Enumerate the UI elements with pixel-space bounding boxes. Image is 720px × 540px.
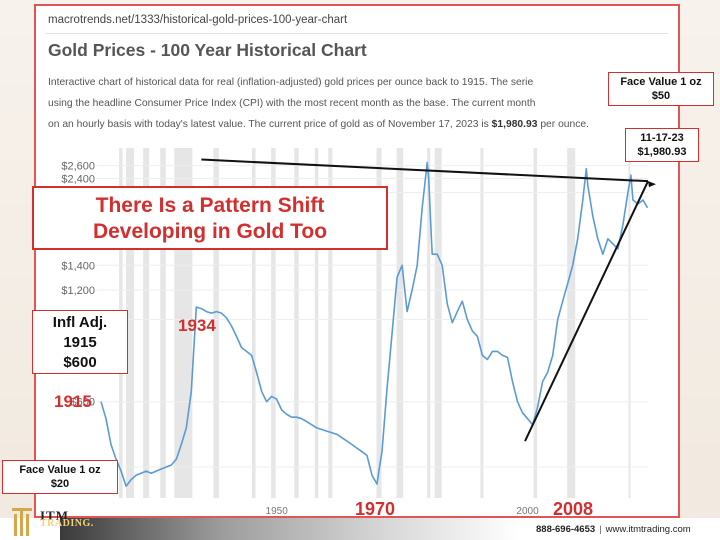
callout-line: $20 bbox=[50, 478, 70, 490]
recession-band bbox=[160, 148, 166, 498]
page-title: Gold Prices - 100 Year Historical Chart bbox=[48, 40, 367, 60]
footer-separator: | bbox=[599, 524, 602, 535]
footer-contact: 888-696-4653 | www.itmtrading.com bbox=[536, 524, 691, 535]
recession-band bbox=[126, 148, 135, 498]
recession-band bbox=[213, 148, 219, 498]
recession-band bbox=[480, 148, 484, 498]
label-1970: 1970 bbox=[355, 499, 396, 519]
price-series bbox=[100, 161, 649, 487]
gold-price-line bbox=[100, 161, 649, 487]
callout-line: $50 bbox=[651, 90, 671, 102]
page-url: macrotrends.net/1333/historical-gold-pri… bbox=[48, 14, 348, 26]
callout-line: Face Value 1 oz bbox=[19, 464, 101, 476]
description-line: Interactive chart of historical data for… bbox=[48, 77, 534, 88]
callout-line: Infl Adj. bbox=[52, 314, 108, 331]
y-tick-label: $1,200 bbox=[61, 285, 95, 297]
recession-band bbox=[294, 148, 299, 498]
description-end: per ounce. bbox=[537, 119, 589, 130]
footer-website[interactable]: www.itmtrading.com bbox=[605, 524, 691, 535]
label-2008: 2008 bbox=[553, 499, 594, 519]
itm-logo-icon bbox=[12, 508, 32, 536]
trendline bbox=[201, 158, 649, 183]
slide-footer bbox=[0, 518, 720, 540]
logo-wordmark-top: ITM bbox=[40, 508, 69, 523]
chart-gridlines bbox=[97, 165, 648, 468]
description-text: on an hourly basis with today's latest v… bbox=[48, 119, 492, 130]
label-1934: 1934 bbox=[178, 316, 216, 335]
recession-band bbox=[533, 148, 538, 498]
recession-band bbox=[314, 148, 319, 498]
headline-line: There Is a Pattern Shift bbox=[95, 194, 325, 217]
face-value-callout-bottom: Face Value 1 oz $20 bbox=[2, 460, 118, 494]
callout-line: 11-17-23 bbox=[640, 132, 684, 144]
headline-line: Developing in Gold Too bbox=[92, 220, 328, 243]
trendline-arrowhead bbox=[648, 181, 656, 188]
y-tick-label: $1,400 bbox=[61, 260, 95, 272]
y-tick-label: $600 bbox=[71, 397, 95, 409]
trendline bbox=[524, 180, 649, 442]
recession-band bbox=[396, 148, 404, 498]
trendlines bbox=[201, 158, 656, 442]
footer-phone: 888-696-4653 bbox=[536, 524, 596, 535]
callout-line: $600 bbox=[63, 354, 97, 371]
x-axis-ticks: 1950 2000 bbox=[266, 506, 540, 517]
y-tick-label: $2,600 bbox=[61, 161, 95, 173]
current-price: $1,980.93 bbox=[491, 119, 538, 130]
recession-band bbox=[252, 148, 256, 498]
headline-callout: There Is a Pattern Shift Developing in G… bbox=[32, 186, 388, 250]
recession-band bbox=[434, 148, 442, 498]
recession-band bbox=[376, 148, 382, 498]
recession-band bbox=[328, 148, 333, 498]
x-tick-label: 1950 bbox=[266, 506, 289, 517]
recession-band bbox=[427, 148, 431, 498]
page-description: Interactive chart of historical data for… bbox=[48, 72, 678, 135]
infl-adj-callout: Infl Adj. 1915 $600 bbox=[32, 310, 128, 374]
y-tick-label: $2,400 bbox=[61, 173, 95, 185]
recession-band bbox=[271, 148, 276, 498]
latest-price-callout: 11-17-23 $1,980.93 bbox=[625, 128, 699, 162]
recession-band bbox=[628, 148, 631, 498]
x-tick-label: 2000 bbox=[516, 506, 539, 517]
url-divider bbox=[46, 33, 668, 34]
callout-line: $1,980.93 bbox=[637, 146, 687, 158]
description-line: on an hourly basis with today's latest v… bbox=[48, 114, 678, 135]
logo-wordmark-bottom: TRADING. bbox=[40, 518, 94, 529]
callout-line: Face Value 1 oz bbox=[620, 76, 702, 88]
footer-band bbox=[60, 518, 520, 540]
description-line: using the headline Consumer Price Index … bbox=[48, 98, 536, 109]
face-value-callout-top: Face Value 1 oz $50 bbox=[608, 72, 714, 106]
recession-band bbox=[143, 148, 150, 498]
label-1915: 1915 bbox=[54, 392, 92, 411]
callout-line: 1915 bbox=[63, 334, 97, 351]
recession-band bbox=[567, 148, 576, 498]
